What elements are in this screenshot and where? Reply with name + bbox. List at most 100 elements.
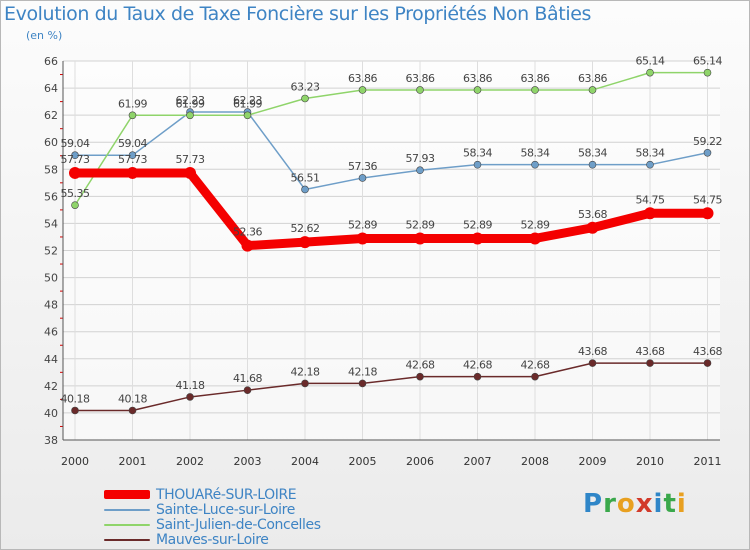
data-label-thouare-2005: 52.89 — [348, 218, 377, 231]
legend-swatch-sainte-luce — [104, 508, 150, 511]
data-label-saint-julien-2010: 65.14 — [636, 55, 665, 68]
data-label-mauves-2010: 43.68 — [636, 345, 665, 358]
x-tick-label-2001: 2001 — [119, 455, 147, 468]
data-label-sainte-luce-2011: 59.22 — [693, 135, 722, 148]
data-label-mauves-2004: 42.18 — [291, 365, 320, 378]
data-label-mauves-2009: 43.68 — [578, 345, 607, 358]
legend-label-sainte-luce: Sainte-Luce-sur-Loire — [156, 501, 295, 518]
y-tick-label-46: 46 — [44, 326, 58, 339]
x-tick-label-2004: 2004 — [291, 455, 319, 468]
data-label-saint-julien-2011: 65.14 — [693, 55, 722, 68]
data-point-saint-julien-2006 — [416, 86, 424, 94]
data-label-mauves-2003: 41.68 — [233, 372, 262, 385]
data-label-saint-julien-2000: 55.35 — [61, 187, 90, 200]
data-point-mauves-2009 — [588, 359, 597, 367]
data-point-thouare-2000 — [69, 166, 81, 179]
data-point-thouare-2003 — [241, 239, 254, 252]
legend-label-mauves: Mauves-sur-Loire — [156, 531, 269, 548]
data-point-thouare-2006 — [414, 232, 426, 245]
legend-item-mauves[interactable]: Mauves-sur-Loire — [104, 531, 321, 548]
y-tick-label-62: 62 — [44, 109, 58, 122]
legend: THOUARé-SUR-LOIRE Sainte-Luce-sur-Loire … — [104, 487, 321, 548]
data-point-thouare-2009 — [586, 221, 599, 234]
y-tick-label-42: 42 — [44, 380, 58, 393]
legend-swatch-mauves — [104, 538, 150, 541]
y-tick-label-44: 44 — [44, 353, 58, 366]
data-label-mauves-2007: 42.68 — [463, 359, 492, 372]
data-label-sainte-luce-2002: 62.23 — [176, 94, 205, 107]
data-point-sainte-luce-2000 — [71, 151, 79, 160]
data-point-mauves-2011 — [703, 359, 712, 367]
data-label-saint-julien-2002: 61.99 — [176, 97, 205, 110]
data-label-thouare-2010: 54.75 — [636, 193, 665, 206]
data-label-mauves-2002: 41.18 — [176, 379, 205, 392]
data-label-saint-julien-2007: 63.86 — [463, 72, 492, 85]
data-point-mauves-2002 — [186, 393, 194, 401]
data-label-mauves-2006: 42.68 — [406, 359, 435, 372]
data-point-thouare-2005 — [356, 232, 369, 245]
data-point-thouare-2007 — [471, 232, 484, 245]
y-tick-label-50: 50 — [44, 272, 58, 285]
chart-title: Evolution du Taux de Taxe Foncière sur l… — [4, 3, 592, 25]
data-label-sainte-luce-2003: 62.23 — [233, 94, 262, 107]
data-point-saint-julien-2008 — [531, 86, 539, 94]
data-point-saint-julien-2002 — [186, 111, 194, 120]
data-label-mauves-2011: 43.68 — [693, 345, 722, 358]
data-label-sainte-luce-2006: 57.93 — [406, 152, 435, 165]
data-point-thouare-2002 — [184, 166, 196, 179]
data-point-sainte-luce-2009 — [588, 160, 597, 169]
data-label-thouare-2011: 54.75 — [693, 193, 722, 206]
data-point-thouare-2010 — [644, 207, 656, 220]
data-label-saint-julien-2003: 61.99 — [233, 97, 262, 110]
data-label-sainte-luce-2009: 58.34 — [578, 147, 607, 160]
legend-item-thouare[interactable]: THOUARé-SUR-LOIRE — [104, 487, 321, 503]
data-label-saint-julien-2004: 63.23 — [291, 80, 320, 93]
y-tick-label-38: 38 — [44, 434, 58, 447]
data-point-sainte-luce-2007 — [473, 160, 482, 169]
x-tick-label-2011: 2011 — [694, 455, 722, 468]
data-point-sainte-luce-2006 — [416, 166, 424, 175]
data-label-thouare-2006: 52.89 — [406, 218, 435, 231]
legend-swatch-saint-julien — [104, 523, 150, 526]
y-tick-label-48: 48 — [44, 299, 58, 312]
data-point-thouare-2008 — [529, 232, 541, 245]
data-point-mauves-2000 — [71, 406, 79, 415]
y-tick-label-60: 60 — [44, 136, 58, 149]
x-tick-label-2006: 2006 — [406, 455, 434, 468]
data-points — [69, 68, 714, 415]
data-point-saint-julien-2000 — [71, 201, 79, 209]
data-point-sainte-luce-2004 — [301, 185, 309, 194]
data-label-sainte-luce-2007: 58.34 — [463, 147, 492, 160]
data-label-sainte-luce-2005: 57.36 — [348, 160, 377, 173]
x-tick-label-2003: 2003 — [234, 455, 262, 468]
y-tick-label-56: 56 — [44, 190, 58, 203]
legend-swatch-thouare — [104, 490, 150, 499]
data-label-thouare-2007: 52.89 — [463, 218, 492, 231]
x-tick-label-2009: 2009 — [579, 455, 607, 468]
y-tick-label-66: 66 — [44, 55, 58, 68]
data-point-mauves-2003 — [243, 386, 252, 394]
data-point-sainte-luce-2008 — [531, 160, 539, 169]
series-lines — [70, 71, 712, 412]
x-tick-label-2007: 2007 — [464, 455, 492, 468]
data-label-thouare-2002: 57.73 — [176, 153, 205, 166]
data-label-sainte-luce-2001: 59.04 — [118, 137, 147, 150]
data-point-mauves-2008 — [531, 372, 539, 381]
data-point-saint-julien-2005 — [358, 86, 367, 94]
data-point-thouare-2001 — [126, 166, 139, 179]
data-label-thouare-2009: 53.68 — [578, 208, 607, 221]
legend-label-saint-julien: Saint-Julien-de-Concelles — [156, 516, 321, 533]
data-point-saint-julien-2003 — [243, 111, 252, 120]
data-label-thouare-2003: 52.36 — [233, 226, 262, 239]
data-point-mauves-2010 — [646, 359, 654, 367]
data-point-mauves-2006 — [416, 372, 424, 381]
legend-item-saint-julien[interactable]: Saint-Julien-de-Concelles — [104, 516, 321, 533]
y-tick-label-58: 58 — [44, 163, 58, 176]
data-point-sainte-luce-2001 — [128, 151, 137, 160]
x-tick-label-2010: 2010 — [636, 455, 664, 468]
legend-item-sainte-luce[interactable]: Sainte-Luce-sur-Loire — [104, 501, 321, 518]
data-point-saint-julien-2001 — [128, 111, 137, 120]
data-label-thouare-2004: 52.62 — [291, 222, 320, 235]
data-label-saint-julien-2006: 63.86 — [406, 72, 435, 85]
